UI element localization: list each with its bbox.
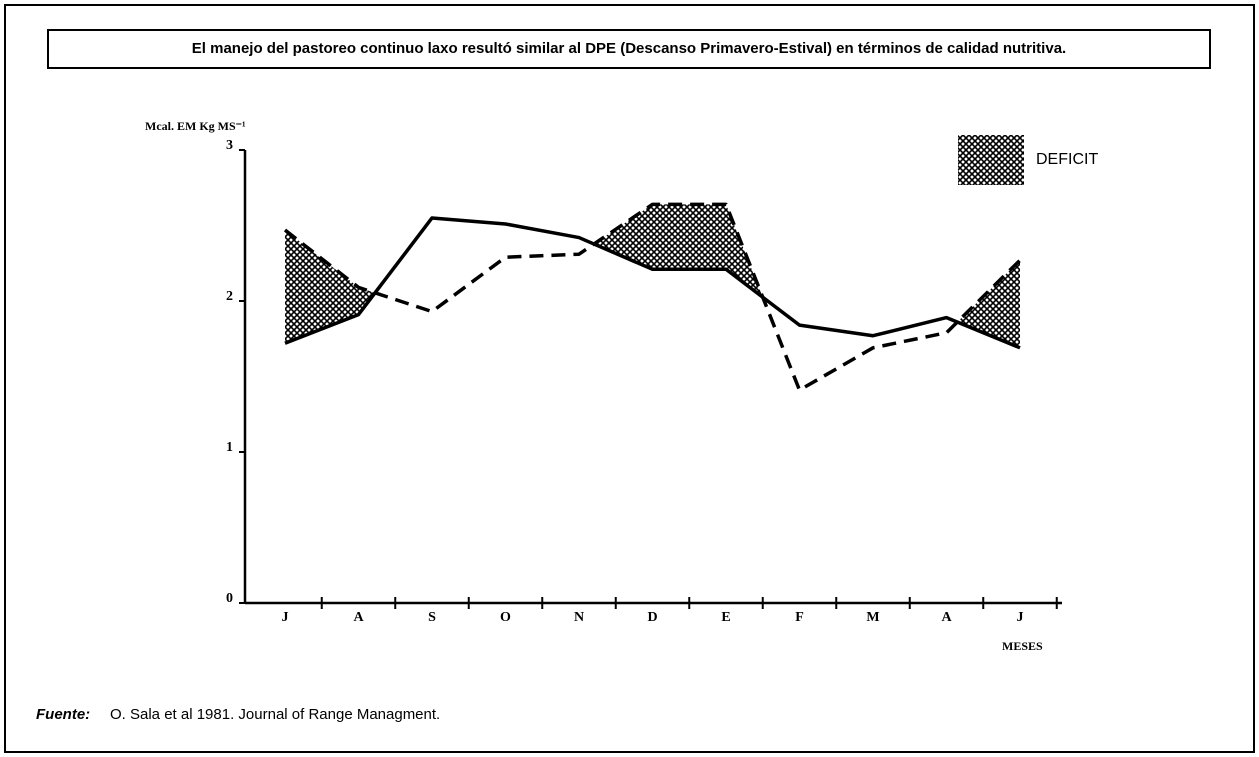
source: O. Sala et al 1981. Journal of Range Man… [110,706,440,723]
source-label: Fuente: [36,706,90,723]
x-tick-label: E [721,610,730,625]
x-tick-label: A [353,610,364,625]
y-tick-label: 0 [226,591,233,606]
deficit-area [285,230,376,344]
x-tick-label: F [795,610,804,625]
frame [4,4,1255,753]
x-tick-label: M [866,610,879,625]
y-tick-label: 1 [226,440,233,455]
x-tick-label: N [574,610,584,625]
x-tick-label: J [1017,610,1024,625]
deficit-area [957,260,1020,348]
legend-swatch [958,135,1024,185]
title-box [47,29,1211,69]
y-tick-label: 2 [226,289,233,304]
x-axis-label: MESES [1002,639,1043,653]
deficit-area [593,204,763,298]
y-axis-label: Mcal. EM Kg MS⁻¹ [145,119,246,133]
series-line [283,202,1022,392]
legend-label: DEFICIT [1036,151,1098,168]
x-tick-label: D [647,610,657,625]
x-tick-label: O [500,610,511,625]
chart-title: El manejo del pastoreo continuo laxo res… [192,40,1066,57]
x-tick-label: A [941,610,952,625]
series-line [284,216,1021,350]
x-tick-label: S [428,610,436,625]
y-tick-label: 3 [226,138,233,153]
x-tick-label: J [282,610,289,625]
